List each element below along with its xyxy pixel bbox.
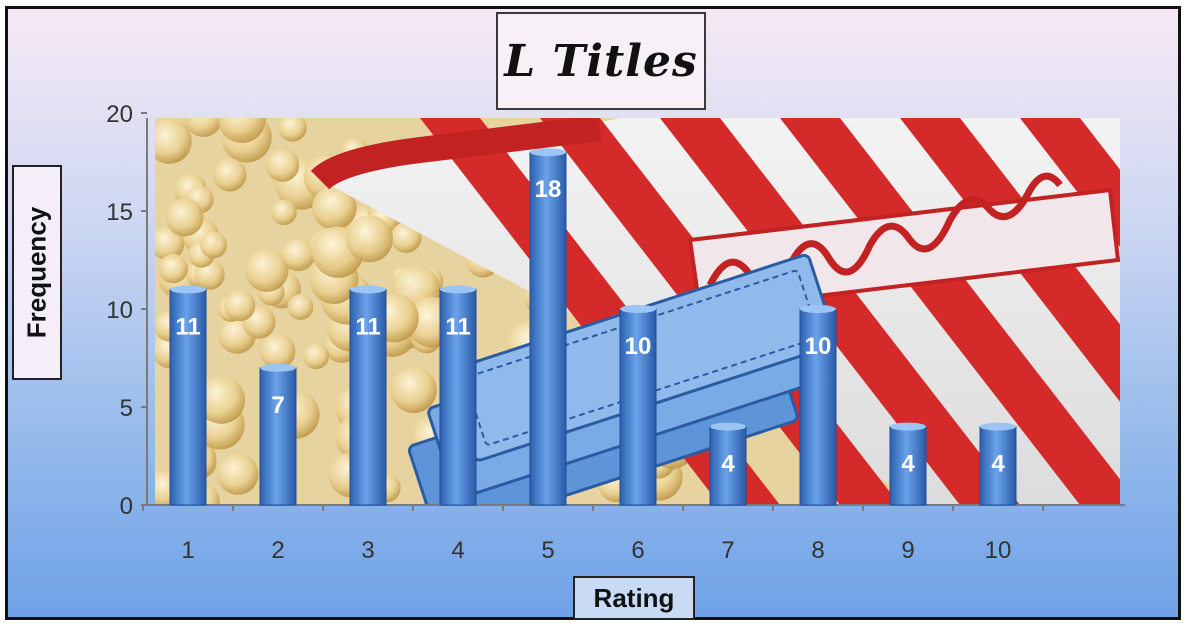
bar-data-labels: 11 7 11 11 18 10 4 10 4 4 <box>175 176 1005 477</box>
popcorn-kernel <box>266 148 300 182</box>
bar-cap <box>620 305 656 313</box>
y-axis-ticks: 0 5 10 15 20 <box>106 101 147 520</box>
bar-cap <box>170 285 206 294</box>
popcorn-kernel <box>271 199 297 226</box>
popcorn-kernel <box>303 343 329 370</box>
data-label-rating-8: 10 <box>805 333 832 360</box>
data-label-rating-2: 7 <box>271 392 284 419</box>
x-tick-label: 7 <box>721 537 734 564</box>
y-tick-label: 20 <box>106 101 133 128</box>
x-tick-label: 5 <box>541 537 554 564</box>
bar-rating-7 <box>709 426 747 506</box>
bar-cap <box>800 305 836 313</box>
x-tick-label: 4 <box>451 537 464 564</box>
popcorn-kernel <box>197 376 246 424</box>
bar-cap <box>260 363 296 372</box>
x-tick-label: 3 <box>361 537 374 564</box>
y-tick-label: 15 <box>106 199 133 226</box>
popcorn-kernel <box>287 294 314 320</box>
y-tick-label: 5 <box>120 395 133 422</box>
bar-cap <box>440 285 476 294</box>
popcorn-kernel <box>346 215 393 263</box>
bar-cap <box>980 422 1016 431</box>
y-axis-label: Frequency <box>21 206 52 339</box>
popcorn-kernel <box>224 290 256 322</box>
popcorn-kernel <box>165 198 204 237</box>
x-axis-label: Rating <box>593 582 675 613</box>
chart-title-box: L Titles <box>496 12 706 110</box>
popcorn-kernel <box>155 119 192 164</box>
bar-rating-3 <box>349 288 387 506</box>
popcorn-kernel <box>312 185 357 230</box>
plot-background-image <box>155 118 1190 505</box>
chart-title: L Titles <box>504 35 698 87</box>
data-label-rating-7: 4 <box>721 451 735 478</box>
x-tick-label: 2 <box>271 537 284 564</box>
x-tick-label: 9 <box>901 537 914 564</box>
cup-stripe <box>1140 118 1190 505</box>
bar-rating-1 <box>169 288 207 506</box>
x-tick-label: 10 <box>985 537 1012 564</box>
x-tick-label: 1 <box>181 537 194 564</box>
y-tick-label: 10 <box>106 297 133 324</box>
x-axis-ticks: 1 2 3 4 5 6 7 8 9 10 <box>142 505 1044 564</box>
data-label-rating-10: 4 <box>991 451 1005 478</box>
bar-cap <box>530 148 566 157</box>
bar-cap <box>710 422 746 431</box>
bars <box>169 148 1017 506</box>
bar-rating-5 <box>529 151 567 506</box>
x-axis-label-box: Rating <box>573 576 695 620</box>
data-label-rating-3: 11 <box>355 313 380 340</box>
popcorn-kernel <box>245 248 289 292</box>
y-tick-label: 0 <box>120 493 133 520</box>
y-axis-label-box: Frequency <box>12 165 62 380</box>
popcorn-kernel <box>213 158 247 192</box>
bar-rating-8 <box>799 308 837 506</box>
data-label-rating-4: 11 <box>445 313 470 340</box>
popcorn-kernel <box>282 237 316 271</box>
data-label-rating-9: 4 <box>901 451 915 478</box>
bar-rating-10 <box>979 426 1017 506</box>
popcorn-kernel <box>390 366 437 413</box>
bar-rating-4 <box>439 288 477 506</box>
cup-stripe <box>780 118 1120 505</box>
cup-stripe <box>660 118 1020 505</box>
popcorn-kernel <box>278 118 307 142</box>
popcorn-kernel <box>260 333 296 369</box>
bar-rating-2 <box>259 367 297 506</box>
data-label-rating-6: 10 <box>625 333 652 360</box>
bar-cap <box>350 285 386 294</box>
data-label-rating-1: 11 <box>175 313 200 340</box>
bar-rating-9 <box>889 426 927 506</box>
popcorn-kernel <box>200 231 228 259</box>
popcorn-kernel <box>184 118 223 137</box>
popcorn-kernel <box>217 453 259 495</box>
popcorn-kernel <box>218 118 266 143</box>
x-tick-label: 6 <box>631 537 644 564</box>
bar-cap <box>890 422 926 431</box>
data-label-rating-5: 18 <box>535 176 562 203</box>
popcorn-kernel <box>158 253 188 284</box>
bar-rating-6 <box>619 308 657 506</box>
x-tick-label: 8 <box>811 537 824 564</box>
